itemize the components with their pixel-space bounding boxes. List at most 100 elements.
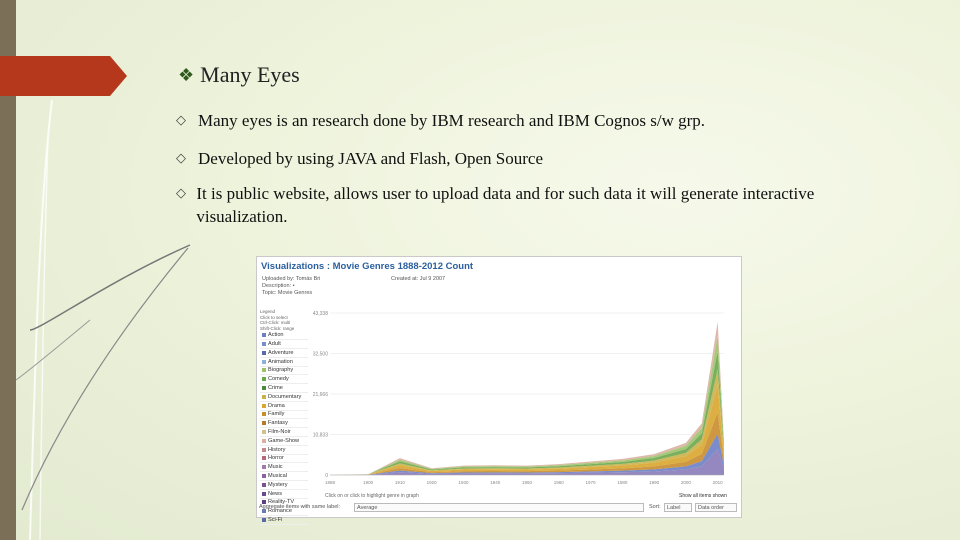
x-tick-label: 1980 <box>617 480 628 485</box>
legend-label: History <box>268 446 286 453</box>
legend-label: Crime <box>268 385 283 392</box>
legend-item[interactable]: Horror <box>260 455 308 464</box>
legend-label: Mystery <box>268 481 288 488</box>
bullet-item: ◇ It is public website, allows user to u… <box>176 184 815 226</box>
x-tick-label: 1930 <box>458 480 469 485</box>
x-tick-label: 1960 <box>554 480 565 485</box>
show-all-checkbox-label[interactable]: Show all items shown <box>679 493 728 499</box>
legend-item[interactable]: Comedy <box>260 375 308 385</box>
legend-item[interactable]: Drama <box>260 402 308 411</box>
decorative-lines <box>15 99 191 540</box>
legend-item[interactable]: Reality-TV <box>260 499 308 508</box>
left-sidebar-bar <box>0 0 16 540</box>
legend-swatch <box>262 421 266 426</box>
legend-swatch <box>262 350 266 355</box>
legend-item[interactable]: News <box>260 490 308 499</box>
area-layer[interactable] <box>330 369 724 475</box>
area-layer[interactable] <box>330 350 724 475</box>
diamond-bullet-icon: ◇ <box>176 112 186 127</box>
legend-label: Comedy <box>268 376 289 383</box>
legend-label: Animation <box>268 358 293 365</box>
diamond-bullet-icon: ◇ <box>176 150 186 165</box>
visualization-title: Visualizations : Movie Genres 1888-2012 … <box>261 261 474 272</box>
legend-label: Sci-Fi <box>268 517 283 523</box>
legend-item[interactable]: Documentary <box>260 393 308 402</box>
aggregate-label: Aggregate items with same label: <box>259 504 341 510</box>
y-tick-label: 0 <box>325 473 328 479</box>
legend-swatch <box>262 500 266 505</box>
legend-item[interactable]: Animation <box>260 358 308 367</box>
x-tick-label: 1940 <box>490 480 501 485</box>
bullet-item: ◇ Developed by using JAVA and Flash, Ope… <box>176 149 544 168</box>
legend-swatch <box>262 474 266 479</box>
legend-swatch <box>262 465 266 470</box>
legend-label: Horror <box>268 455 284 462</box>
legend-item[interactable]: Musical <box>260 472 308 481</box>
legend-swatch <box>262 482 266 487</box>
x-tick-label: 1920 <box>427 480 438 485</box>
legend-label: Film-Noir <box>268 429 291 436</box>
area-layer[interactable] <box>330 448 724 475</box>
title-accent-tab <box>0 56 127 96</box>
legend-list: Action Adult Adventure Animation Biography Co… <box>260 331 308 525</box>
area-layer[interactable] <box>330 384 724 475</box>
x-tick-label: 1910 <box>395 480 406 485</box>
legend-item[interactable]: Biography <box>260 367 308 376</box>
legend-swatch <box>262 403 266 408</box>
legend-swatch <box>262 377 266 382</box>
legend-label: Music <box>268 464 283 471</box>
legend-label: Adult <box>268 341 281 348</box>
slide-title: ❖ Many Eyes <box>178 62 300 87</box>
x-tick-label: 1900 <box>363 480 374 485</box>
legend-swatch <box>262 386 266 391</box>
legend-item[interactable]: Crime <box>260 384 308 393</box>
legend-swatch <box>262 430 266 435</box>
legend-label: Musical <box>268 473 287 480</box>
legend-item[interactable]: Film-Noir <box>260 428 308 437</box>
legend-label: Romance <box>268 508 292 515</box>
legend-swatch <box>262 518 266 522</box>
bullet-item: ◇ Many eyes is an research done by IBM r… <box>176 111 706 130</box>
legend-item[interactable]: Adventure <box>260 349 308 358</box>
legend-swatch <box>262 368 266 373</box>
x-tick-label: 1990 <box>649 480 660 485</box>
sort-label: Sort: <box>649 504 661 510</box>
x-tick-label: 2000 <box>681 480 692 485</box>
y-tick-label: 21,666 <box>313 392 329 398</box>
legend-label: Documentary <box>268 393 302 400</box>
legend-label: Fantasy <box>268 420 288 427</box>
created-date: Created at: Jul 9 2007 <box>391 276 446 282</box>
legend-item[interactable]: Action <box>260 331 308 341</box>
legend-item[interactable]: History <box>260 446 308 455</box>
legend-item[interactable]: Mystery <box>260 481 308 490</box>
legend-item[interactable]: Adult <box>260 340 308 349</box>
y-tick-label: 32,500 <box>313 352 329 358</box>
legend: Legend Click to select Ctrl-Click: multi… <box>260 309 308 525</box>
legend-item[interactable]: Fantasy <box>260 419 308 429</box>
legend-swatch <box>262 447 266 452</box>
diamond-bullet-icon: ◇ <box>176 185 186 200</box>
legend-label: Action <box>268 332 284 339</box>
aggregate-select[interactable]: Average <box>354 503 644 512</box>
legend-swatch <box>262 359 266 364</box>
legend-swatch <box>262 394 266 399</box>
legend-item[interactable]: Sci-Fi <box>260 516 308 525</box>
legend-item[interactable]: Romance <box>260 507 308 517</box>
legend-item[interactable]: Family <box>260 411 308 420</box>
x-tick-label: 2010 <box>713 480 724 485</box>
legend-swatch <box>262 491 266 496</box>
legend-item[interactable]: Game-Show <box>260 437 308 446</box>
legend-label: Adventure <box>268 349 294 356</box>
legend-label: Drama <box>268 402 285 409</box>
legend-label: Family <box>268 411 285 418</box>
legend-swatch <box>262 342 266 347</box>
data-order-button[interactable]: Data order <box>695 503 737 512</box>
area-layer[interactable] <box>330 335 724 475</box>
area-layer[interactable] <box>330 321 724 475</box>
legend-item[interactable]: Music <box>260 463 308 473</box>
x-tick-label: 1970 <box>586 480 597 485</box>
sort-select[interactable]: Label <box>664 503 692 512</box>
legend-label: Biography <box>268 367 294 374</box>
